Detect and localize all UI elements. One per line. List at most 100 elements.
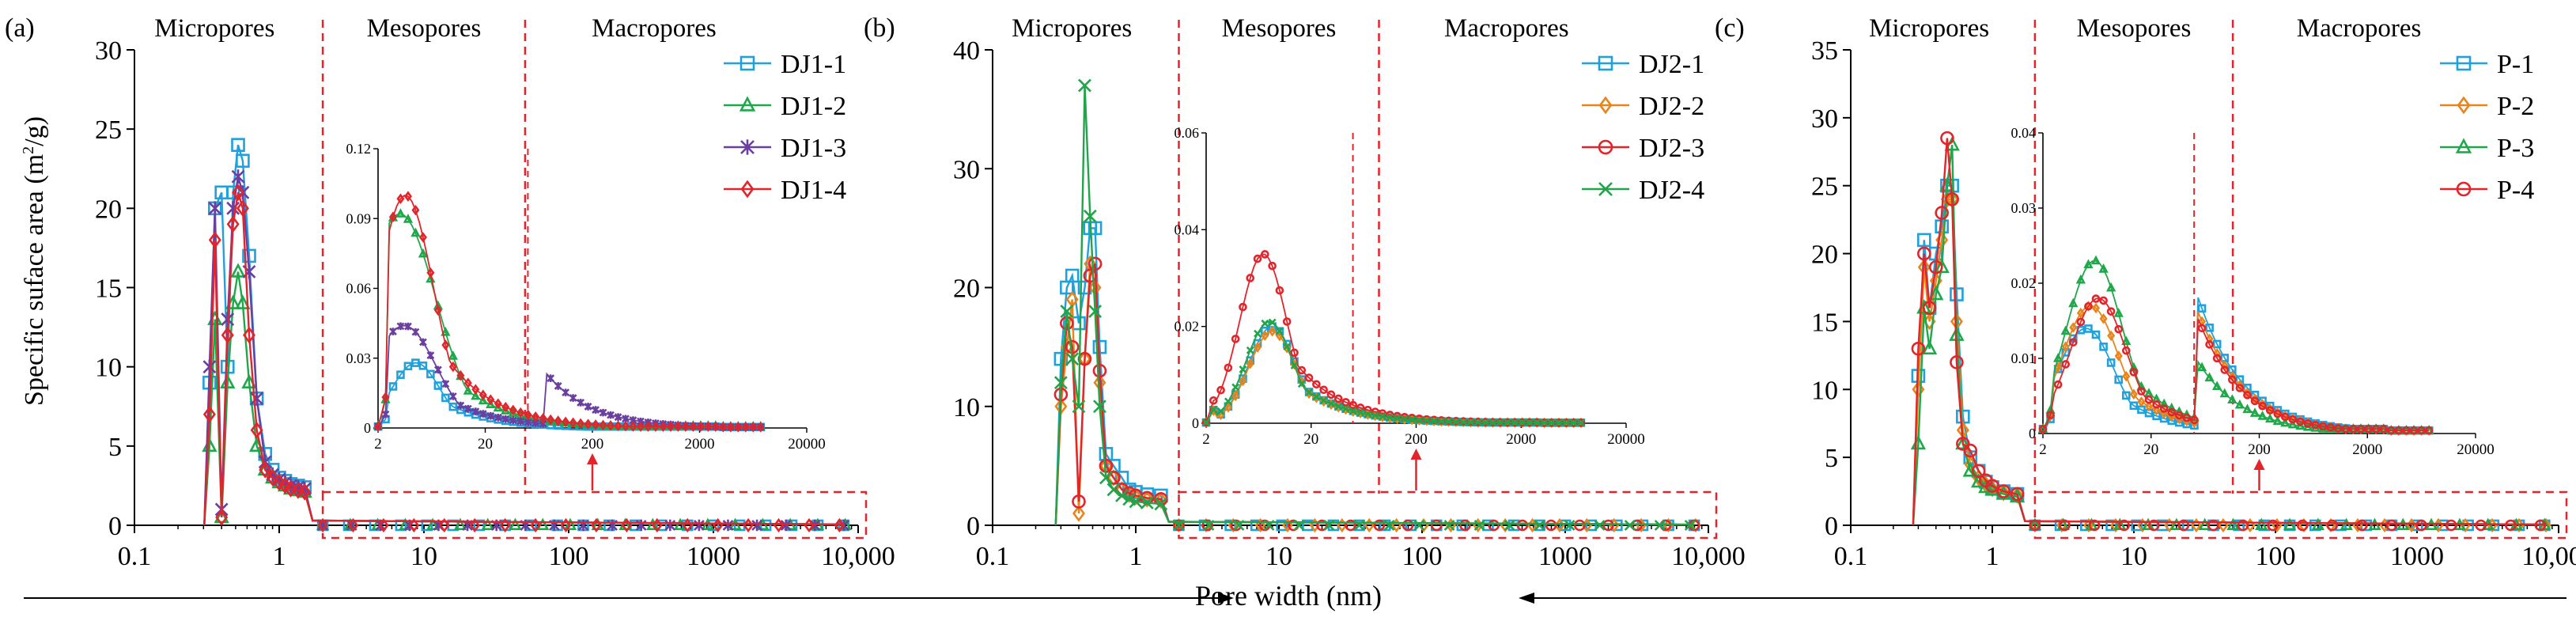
inset-data-point — [516, 417, 525, 426]
data-point-baseline — [2226, 517, 2240, 531]
inset-data-point — [1349, 407, 1357, 415]
legend-marker — [1598, 55, 1613, 71]
legend-label: P-3 — [2497, 134, 2534, 163]
x-tick-label: 1000 — [1538, 542, 1592, 571]
legend: P-1 P-2 P-3 P-4 — [2440, 50, 2534, 205]
inset-data-point — [1473, 418, 1482, 426]
legend-item: DJ2-1 — [1582, 50, 1704, 79]
inset-data-point — [1422, 415, 1432, 424]
inset-data-point — [621, 420, 630, 432]
inset-data-point — [1341, 398, 1350, 407]
inset-data-point — [1268, 318, 1277, 327]
inset-data-point — [388, 211, 397, 222]
inset-data-point — [2318, 422, 2328, 431]
data-point — [202, 405, 216, 423]
inset-x-tick-label: 20000 — [788, 436, 826, 452]
legend-label: P-2 — [2497, 92, 2534, 121]
data-point-baseline — [1316, 519, 1328, 532]
inset-data-point — [2069, 322, 2078, 333]
inset-data-point — [463, 404, 472, 413]
data-point — [250, 391, 264, 406]
data-point — [1088, 256, 1103, 271]
data-point-baseline — [603, 519, 615, 532]
inset-data-point — [1379, 412, 1386, 421]
data-point — [1065, 352, 1080, 366]
region-label-mesopores: Mesopores — [367, 14, 482, 43]
data-point-baseline — [2445, 519, 2457, 532]
region-label-macropores: Macropores — [1444, 14, 1569, 43]
inset-data-point — [584, 418, 592, 430]
y-tick-label: 0 — [966, 512, 980, 541]
inset-data-point — [1276, 327, 1284, 335]
inset-data-point — [1290, 362, 1299, 369]
data-point-baseline — [469, 517, 480, 533]
inset-data-point — [2257, 411, 2268, 420]
data-point — [2009, 487, 2026, 503]
inset-data-point — [1254, 342, 1262, 353]
data-point-baseline — [1545, 519, 1557, 532]
inset-data-point — [2349, 424, 2358, 434]
inset-x-tick-label: 200 — [2248, 441, 2271, 458]
inset-y-tick-label: 0.03 — [346, 350, 372, 366]
data-point-baseline — [2340, 517, 2353, 531]
inset-data-point — [1488, 418, 1497, 427]
inset-data-point — [2114, 375, 2124, 384]
inset-data-point — [479, 410, 487, 418]
inset-data-point — [1246, 346, 1254, 354]
inset-data-point — [1283, 343, 1292, 351]
data-point-baseline — [751, 519, 763, 532]
data-point-baseline — [1323, 520, 1335, 531]
inset-data-point — [2272, 415, 2283, 425]
data-point-baseline — [1602, 519, 1614, 532]
legend-marker — [740, 55, 755, 71]
inset-series-P-4 — [2038, 294, 2434, 435]
inset-data-point — [2296, 417, 2305, 426]
inset-data-point — [2166, 402, 2177, 412]
zoom-region-box — [2033, 490, 2568, 540]
x-tick-label: 1 — [1129, 542, 1143, 571]
inset-data-point — [2129, 388, 2138, 400]
inset-data-point — [2235, 384, 2245, 392]
inset-data-point — [569, 394, 577, 402]
inset-data-point — [2280, 417, 2290, 427]
data-point-baseline — [2088, 519, 2101, 532]
inset-data-point — [1437, 416, 1446, 425]
data-point-baseline — [2191, 517, 2202, 533]
inset-data-point — [2311, 420, 2320, 430]
inset-data-point — [1297, 365, 1307, 375]
inset-data-point — [1304, 373, 1314, 382]
inset-data-point — [1496, 418, 1504, 427]
inset-data-point — [441, 393, 450, 403]
region-label-micropores: Micropores — [154, 14, 274, 43]
x-tick-label: 100 — [1402, 542, 1443, 571]
inset-data-point — [389, 328, 397, 335]
inset-data-point — [614, 413, 622, 422]
inset-data-point — [2409, 426, 2419, 435]
inset-data-point — [2099, 313, 2108, 324]
inset-data-point — [516, 407, 525, 418]
inset-data-point — [2137, 396, 2146, 407]
inset-data-point — [636, 421, 645, 433]
inset-data-point — [1466, 418, 1475, 426]
series-line — [1054, 227, 1695, 526]
inset-data-point — [2394, 426, 2404, 435]
data-point — [231, 138, 245, 152]
inset-data-point — [1283, 343, 1292, 354]
data-point-baseline — [2198, 517, 2211, 531]
x-tick-label: 0.1 — [976, 542, 1010, 571]
data-point-baseline — [2311, 517, 2325, 531]
inset-data-point — [711, 421, 720, 433]
inset-data-point — [2152, 404, 2161, 416]
data-point — [1955, 434, 1971, 450]
inset-data-point — [1437, 417, 1446, 426]
panel-label: (b) — [864, 13, 895, 43]
inset-y-tick-label: 0.04 — [1175, 222, 1200, 237]
inset-data-point — [1415, 414, 1424, 423]
inset-data-point — [1261, 326, 1269, 335]
legend: DJ1-1 DJ1-2 DJ1-3 DJ1-4 — [724, 50, 846, 205]
data-point — [230, 263, 246, 278]
inset-data-point — [418, 248, 429, 258]
data-point-baseline — [1430, 519, 1443, 532]
data-point-baseline — [2237, 519, 2249, 532]
inset-data-point — [726, 422, 735, 433]
